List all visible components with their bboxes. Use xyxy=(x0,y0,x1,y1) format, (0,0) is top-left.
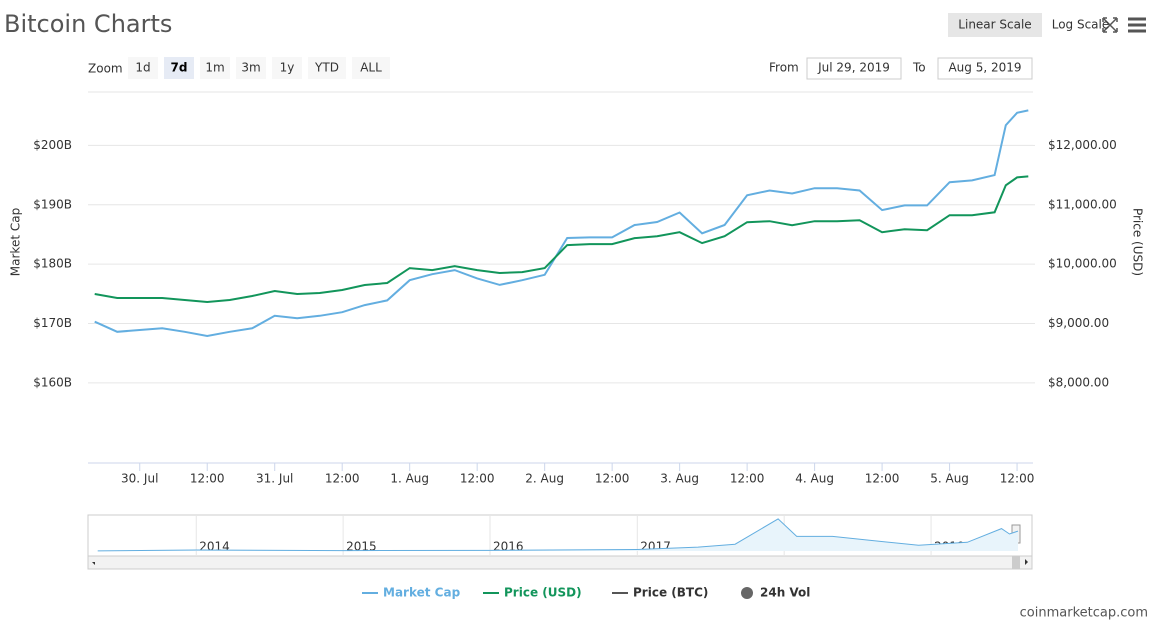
y-axis-title: Market Cap xyxy=(9,208,23,276)
legend-label[interactable]: Price (BTC) xyxy=(633,586,708,600)
x-tick-label: 30. Jul xyxy=(121,472,158,486)
x-tick-label: 2. Aug xyxy=(525,472,564,486)
zoom-button[interactable]: 3m xyxy=(241,61,260,75)
y-tick-label: $190B xyxy=(33,197,72,211)
x-tick-label: 12:00 xyxy=(595,472,630,486)
zoom-button[interactable]: 1y xyxy=(280,61,295,75)
x-tick-label: 3. Aug xyxy=(660,472,699,486)
to-value[interactable]: Aug 5, 2019 xyxy=(948,61,1021,75)
x-tick-label: 4. Aug xyxy=(795,472,834,486)
legend-label[interactable]: Price (USD) xyxy=(504,586,582,600)
zoom-label: Zoom xyxy=(88,62,123,76)
zoom-button-bg[interactable] xyxy=(272,57,302,79)
y-tick-label: $180B xyxy=(33,257,72,271)
from-value[interactable]: Jul 29, 2019 xyxy=(817,61,890,75)
scroll-right[interactable] xyxy=(1025,559,1028,565)
series-line xyxy=(94,109,1029,338)
y2-axis-title: Price (USD) xyxy=(1131,208,1145,276)
zoom-button-bg[interactable] xyxy=(164,57,194,79)
scale-button[interactable]: Log Scale xyxy=(1052,18,1110,32)
scale-button[interactable]: Linear Scale xyxy=(958,18,1031,32)
navigator-tick-label: 2014 xyxy=(199,540,230,554)
x-tick-label: 12:00 xyxy=(1000,472,1035,486)
to-input[interactable] xyxy=(937,57,1033,80)
x-tick-label: 12:00 xyxy=(190,472,225,486)
menu-icon[interactable] xyxy=(1128,17,1146,33)
y-tick-label: $170B xyxy=(33,316,72,330)
navigator-tick-label: 2015 xyxy=(346,540,377,554)
x-tick-label: 5. Aug xyxy=(930,472,969,486)
scrollbar-thumb[interactable] xyxy=(1012,556,1020,569)
y2-tick-label: $11,000.00 xyxy=(1048,197,1117,211)
from-label: From xyxy=(769,61,799,75)
y2-tick-label: $8,000.00 xyxy=(1048,375,1109,389)
zoom-button-bg[interactable] xyxy=(352,57,390,79)
y2-tick-label: $9,000.00 xyxy=(1048,316,1109,330)
y2-tick-label: $12,000.00 xyxy=(1048,138,1117,152)
scale-button-bg[interactable] xyxy=(948,13,1042,37)
fullscreen-icon[interactable] xyxy=(1102,17,1118,33)
x-tick-label: 1. Aug xyxy=(390,472,429,486)
y2-tick-label: $10,000.00 xyxy=(1048,257,1117,271)
zoom-button[interactable]: 1d xyxy=(135,61,150,75)
zoom-button[interactable]: ALL xyxy=(360,61,382,75)
page-title: Bitcoin Charts xyxy=(4,10,172,38)
y-tick-label: $160B xyxy=(33,375,72,389)
x-tick-label: 12:00 xyxy=(730,472,765,486)
zoom-button-bg[interactable] xyxy=(128,57,158,79)
zoom-button-bg[interactable] xyxy=(308,57,346,79)
navigator-area xyxy=(97,518,1019,551)
legend-label[interactable]: Market Cap xyxy=(383,586,461,600)
legend-swatch xyxy=(741,587,753,599)
to-label: To xyxy=(912,61,926,75)
y-tick-label: $200B xyxy=(33,138,72,152)
zoom-button-bg[interactable] xyxy=(200,57,230,79)
navigator-line xyxy=(97,518,1019,552)
navigator-tick-label: 2016 xyxy=(493,540,524,554)
zoom-button-bg[interactable] xyxy=(236,57,266,79)
navigator-scrollbar[interactable] xyxy=(87,555,1033,570)
navigator-tick-label: 2017 xyxy=(640,540,671,554)
zoom-button[interactable]: 1m xyxy=(205,61,224,75)
credit: coinmarketcap.com xyxy=(1020,606,1148,621)
zoom-button[interactable]: 7d xyxy=(171,61,188,75)
scroll-left[interactable] xyxy=(92,559,95,565)
x-tick-label: 12:00 xyxy=(460,472,495,486)
x-tick-label: 12:00 xyxy=(325,472,360,486)
legend-label[interactable]: 24h Vol xyxy=(760,586,810,600)
from-input[interactable] xyxy=(806,57,902,80)
series-line xyxy=(94,175,1029,304)
x-tick-label: 31. Jul xyxy=(256,472,293,486)
x-tick-label: 12:00 xyxy=(865,472,900,486)
zoom-button[interactable]: YTD xyxy=(314,61,339,75)
